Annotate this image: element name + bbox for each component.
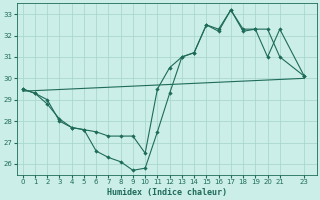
X-axis label: Humidex (Indice chaleur): Humidex (Indice chaleur) bbox=[107, 188, 227, 197]
